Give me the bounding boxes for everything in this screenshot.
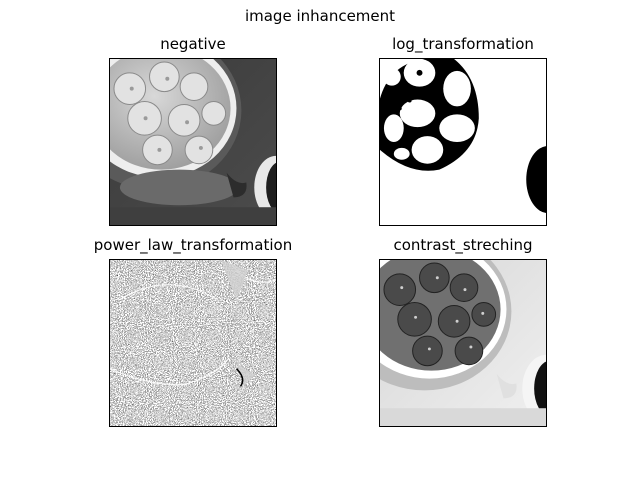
negative-image (109, 58, 277, 226)
contrast-streching-image (379, 259, 547, 427)
power-law-transformation-image (109, 259, 277, 427)
log-transformation-image (379, 58, 547, 226)
panel-title-contrast-streching: contrast_streching (393, 236, 533, 254)
panel-title-negative: negative (160, 35, 226, 53)
panel-title-log-transformation: log_transformation (392, 35, 534, 53)
panel-title-power-law-transformation: power_law_transformation (93, 236, 293, 254)
figure-title: image inhancement (244, 7, 396, 25)
